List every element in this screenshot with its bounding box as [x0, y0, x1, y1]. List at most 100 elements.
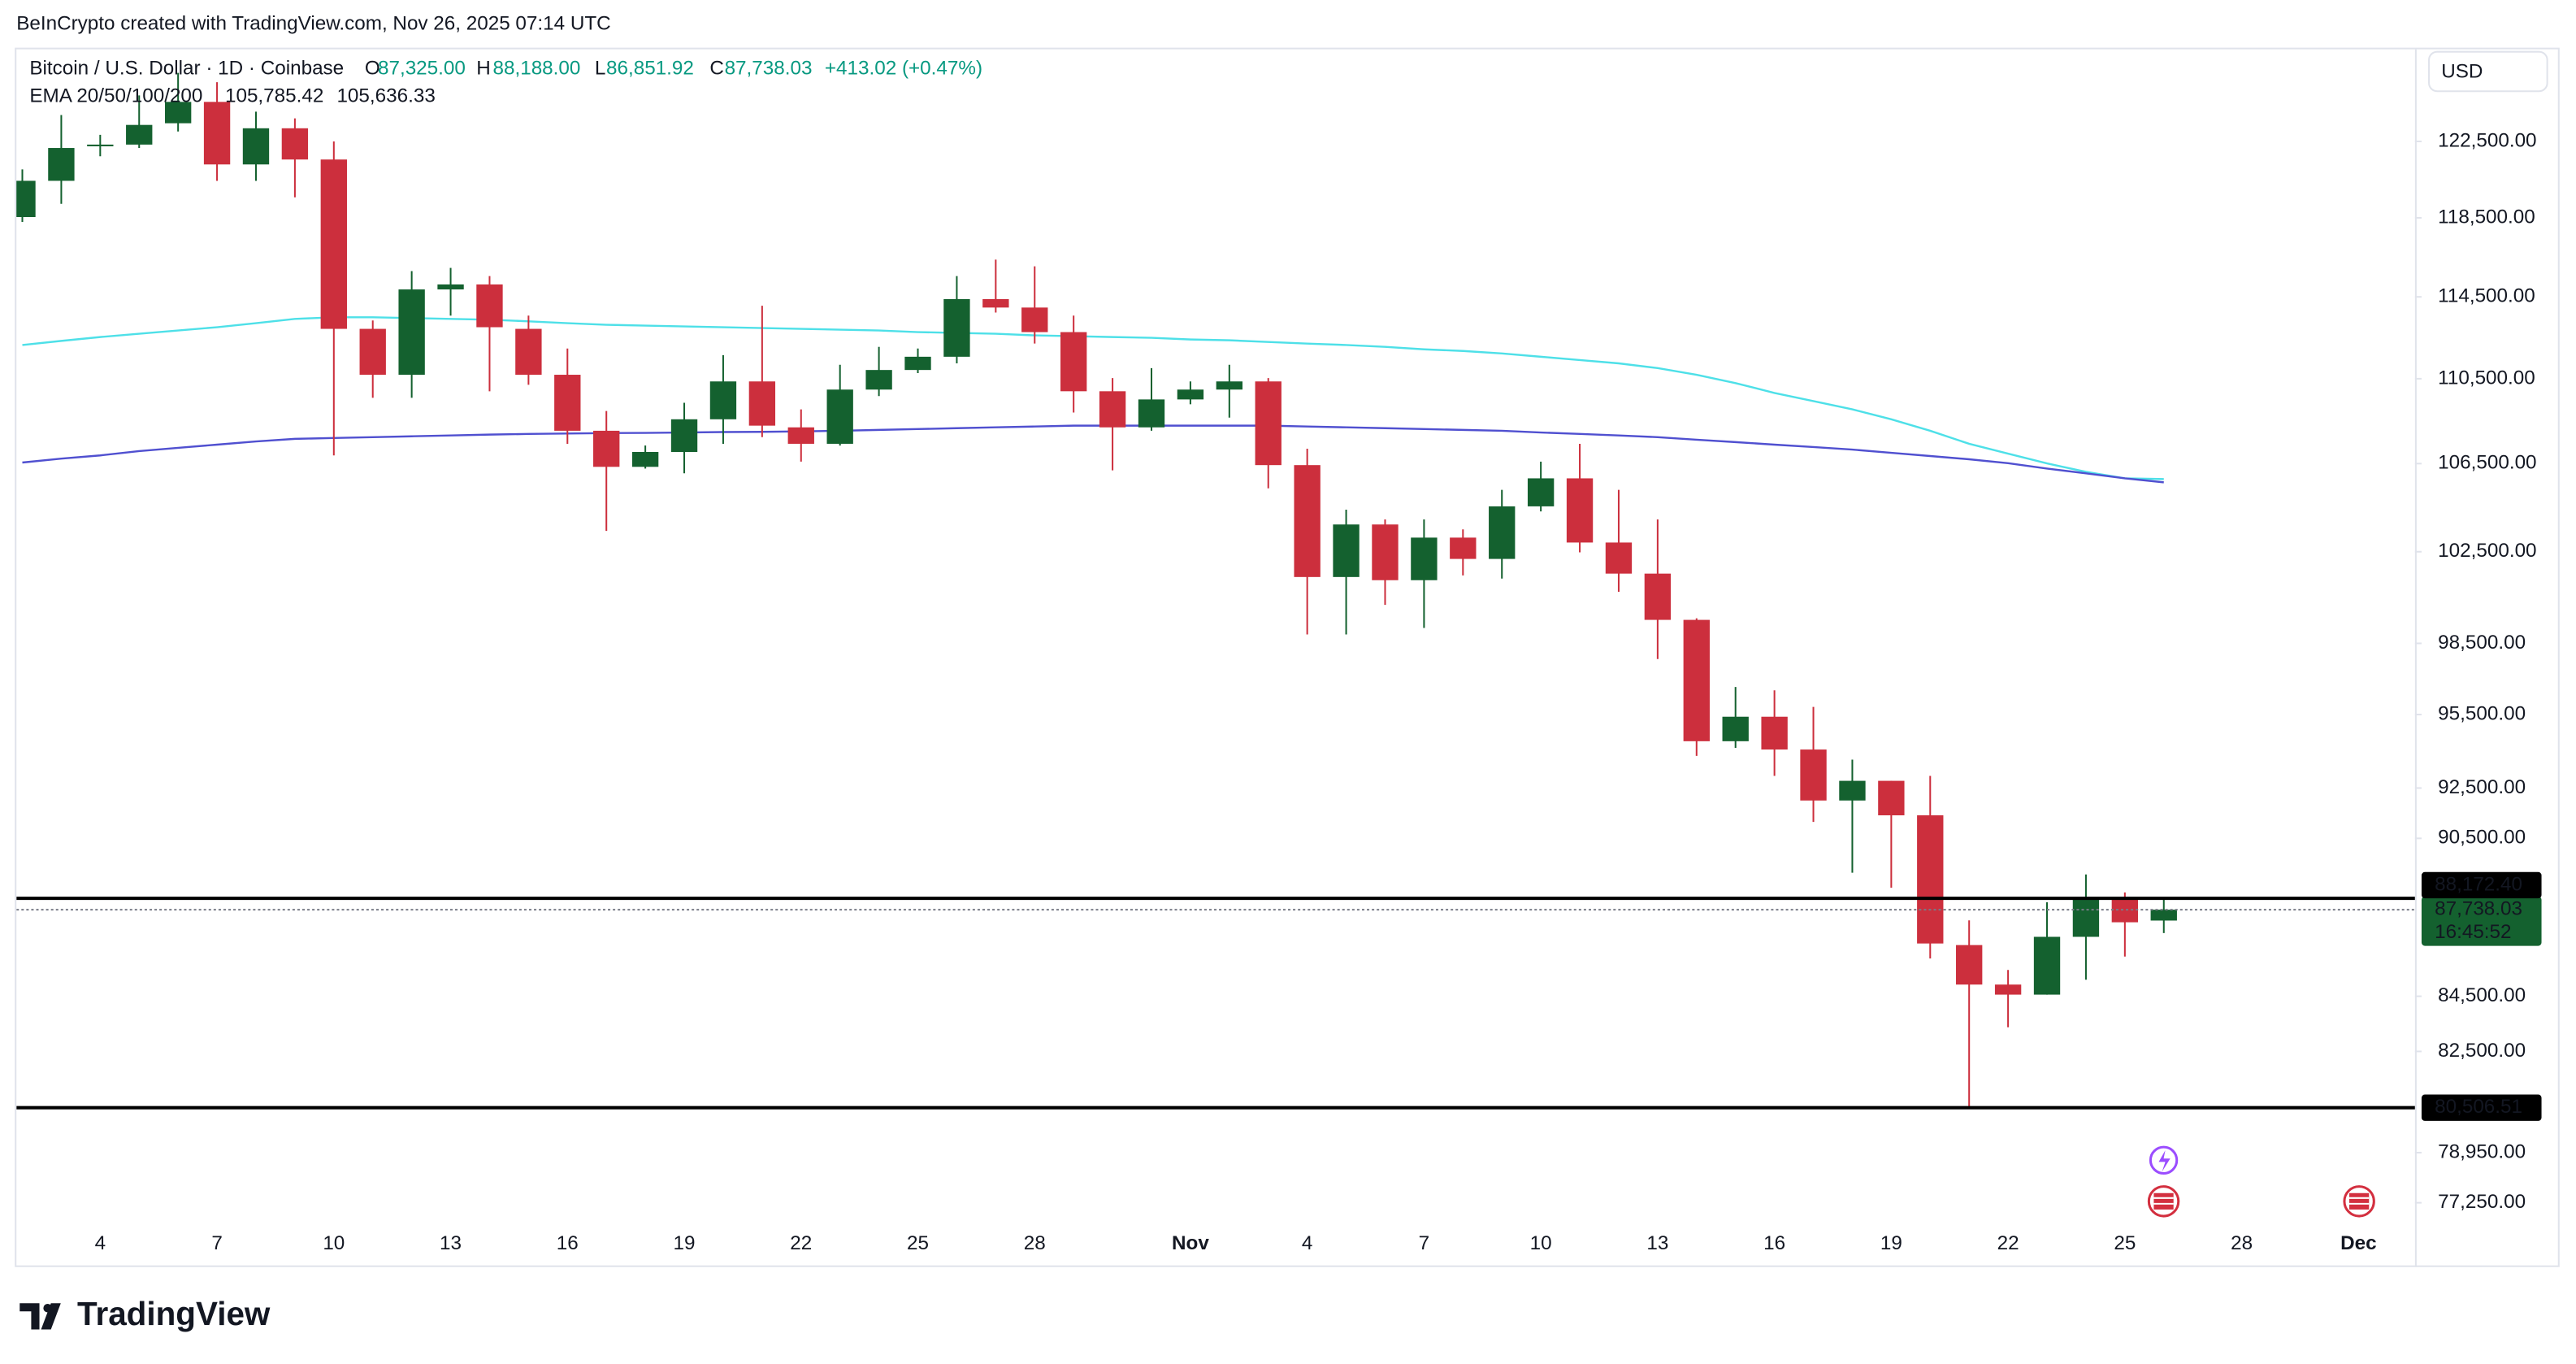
candle-body — [1255, 381, 1281, 466]
symbol-title: Bitcoin / U.S. Dollar · 1D · Coinbase — [29, 57, 344, 79]
candle-body — [1216, 381, 1242, 390]
brand-name: TradingView — [77, 1295, 271, 1332]
series-layer — [16, 72, 2415, 1110]
x-tick-label: 16 — [557, 1232, 579, 1254]
candle-body — [16, 180, 36, 218]
x-tick-label: 22 — [1997, 1232, 2019, 1254]
candle-body — [1021, 307, 1048, 332]
chart-frame — [15, 47, 2560, 1267]
open-value: 87,325.00 — [378, 57, 466, 79]
y-tick-label: 118,500.00 — [2438, 206, 2535, 228]
level-label-box — [2421, 1094, 2542, 1121]
candle-body — [476, 284, 503, 328]
candle-body — [2072, 899, 2100, 937]
low-value: 86,851.92 — [606, 57, 694, 79]
x-tick-label: 4 — [95, 1232, 106, 1254]
candle-body — [515, 328, 542, 376]
candle-body — [1333, 524, 1360, 577]
x-tick-label: 10 — [323, 1232, 345, 1254]
candle-body — [748, 381, 776, 426]
y-tick-label: 95,500.00 — [2438, 702, 2526, 724]
candle-body — [1683, 619, 1710, 741]
ema-line — [22, 316, 2164, 480]
currency-button[interactable] — [2428, 50, 2548, 93]
candle-body — [1372, 524, 1399, 580]
candle-body — [126, 124, 153, 145]
candle-body — [242, 128, 270, 165]
x-tick-label: 25 — [907, 1232, 929, 1254]
event-icon-glyph — [2158, 1150, 2171, 1172]
attribution: BeInCrypto created with TradingView.com,… — [16, 13, 610, 35]
x-tick-label: 19 — [674, 1232, 696, 1254]
candle-body — [1839, 780, 1866, 801]
y-tick-label: 122,500.00 — [2438, 129, 2536, 151]
candle-body — [593, 430, 620, 467]
candle-body — [1956, 945, 1983, 985]
low-label: L — [595, 57, 606, 79]
y-tick-label: 77,250.00 — [2438, 1191, 2526, 1213]
candle-body — [1138, 399, 1165, 428]
ema-line — [22, 424, 2164, 484]
change-value: +413.02 (+0.47%) — [825, 57, 982, 79]
candle-body — [2033, 936, 2061, 995]
candle-body — [203, 102, 231, 165]
candle-body — [826, 389, 853, 444]
candle-body — [281, 128, 309, 160]
candle-body — [943, 298, 970, 357]
flag-glyph — [2153, 1192, 2174, 1210]
x-tick-label: 19 — [1880, 1232, 1902, 1254]
candle-body — [554, 375, 581, 431]
x-tick-label: 16 — [1763, 1232, 1785, 1254]
candle-body — [48, 148, 75, 181]
open-label: O — [365, 57, 380, 79]
x-tick-label: 4 — [1302, 1232, 1313, 1254]
y-tick-label: 106,500.00 — [2438, 452, 2536, 474]
level-label: 88,172.40 — [2435, 873, 2522, 895]
candle-body — [1450, 537, 1477, 559]
y-tick-label: 102,500.00 — [2438, 540, 2536, 562]
candle-body — [359, 328, 386, 376]
candle-body — [904, 356, 931, 371]
candle-body — [1644, 573, 1672, 620]
indicator-name: EMA 20/50/100/200 — [29, 85, 202, 107]
x-tick-label: 25 — [2114, 1232, 2136, 1254]
close-label: C — [709, 57, 724, 79]
level-label-box — [2421, 871, 2542, 899]
y-tick-label: 78,950.00 — [2438, 1140, 2526, 1162]
y-tick-label: 114,500.00 — [2438, 285, 2535, 307]
countdown-label: 16:45:52 — [2435, 921, 2511, 943]
candle-body — [1060, 332, 1087, 392]
x-tick-label: 28 — [1024, 1232, 1046, 1254]
y-tick-label: 110,500.00 — [2438, 367, 2535, 389]
high-label: H — [476, 57, 491, 79]
y-tick-label: 90,500.00 — [2438, 827, 2526, 849]
candle-body — [1761, 716, 1788, 750]
candle-body — [2111, 899, 2139, 923]
brand-logo-dot — [43, 1304, 52, 1313]
ema-value-label: 105,636.33 — [336, 85, 435, 107]
candle-body — [1099, 391, 1126, 428]
candle-body — [1605, 542, 1633, 574]
candle-body — [982, 298, 1009, 308]
y-tick-label: 84,500.00 — [2438, 984, 2526, 1006]
x-tick-label: 13 — [440, 1232, 462, 1254]
candle-body — [865, 370, 892, 390]
y-tick-label: 82,500.00 — [2438, 1040, 2526, 1062]
x-tick-label: 28 — [2231, 1232, 2253, 1254]
x-tick-label: 13 — [1646, 1232, 1668, 1254]
candle-body — [398, 289, 425, 376]
candle-body — [1177, 389, 1204, 400]
flag-glyph — [2349, 1192, 2370, 1210]
candle-body — [1994, 984, 2022, 995]
current-price-box — [2421, 896, 2542, 946]
level-label: 80,506.51 — [2435, 1096, 2522, 1118]
x-tick-label: Dec — [2340, 1232, 2377, 1254]
currency-label[interactable]: USD — [2441, 60, 2483, 82]
y-tick-label: 92,500.00 — [2438, 776, 2526, 798]
candle-body — [2150, 910, 2177, 921]
candle-body — [709, 381, 737, 419]
candle-body — [1878, 780, 1905, 816]
candle-body — [1917, 815, 1944, 944]
candle-body — [1566, 478, 1594, 543]
